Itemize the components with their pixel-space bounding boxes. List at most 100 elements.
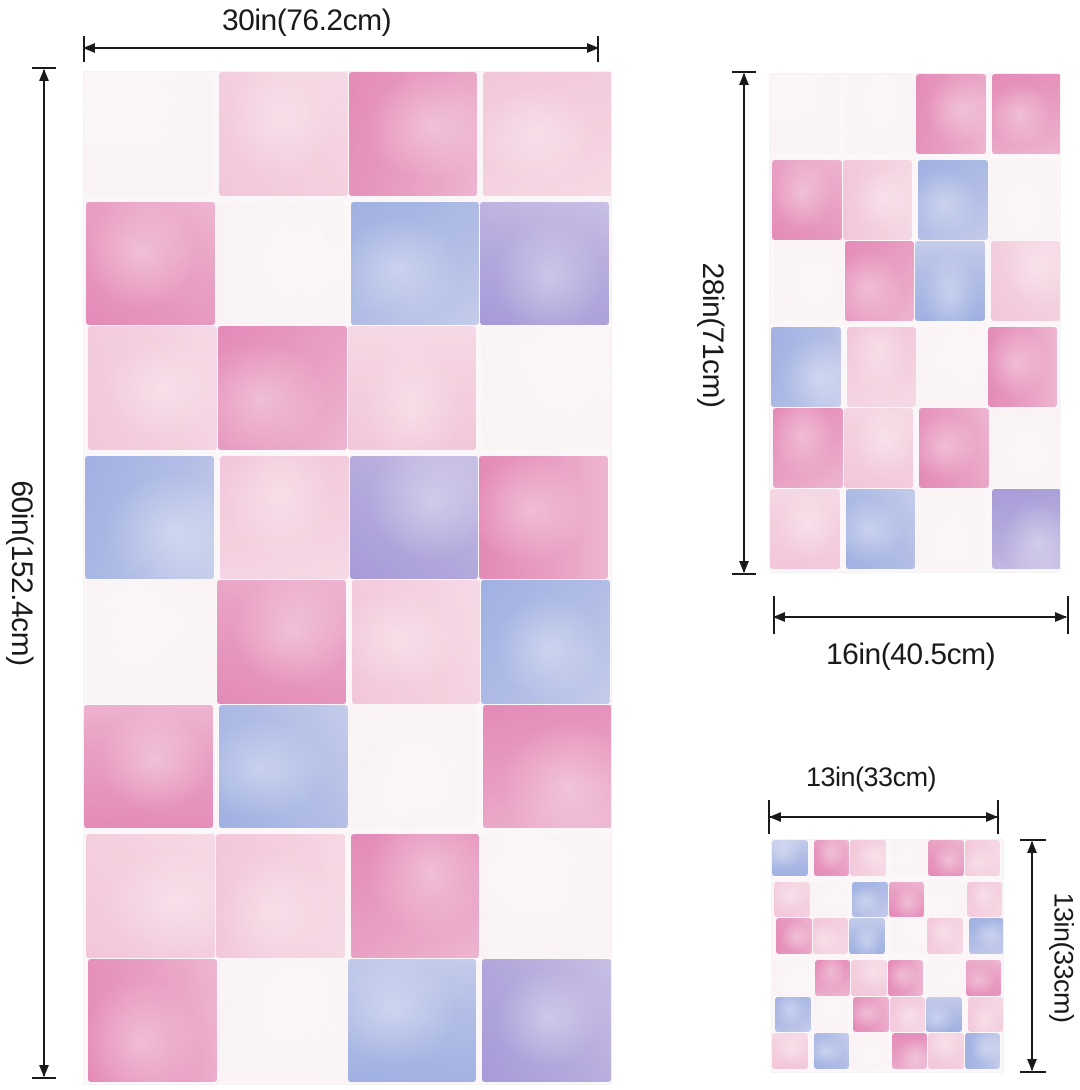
- pattern-tile: [844, 241, 914, 321]
- pattern-tile: [845, 489, 915, 569]
- pattern-tile: [988, 160, 1058, 240]
- pattern-tile: [774, 881, 810, 918]
- pattern-tile: [84, 704, 213, 828]
- hand-height-label: 28in(71cm): [696, 262, 729, 408]
- pattern-tile: [87, 580, 216, 704]
- pattern-tile: [812, 918, 848, 954]
- pattern-tile: [773, 408, 843, 488]
- pattern-tile: [889, 996, 925, 1033]
- pattern-tile: [966, 881, 1002, 918]
- pattern-tile: [813, 1033, 849, 1069]
- pattern-tile: [965, 960, 1001, 996]
- pattern-tile: [887, 960, 923, 996]
- pattern-tile: [347, 958, 477, 1082]
- pattern-tile: [930, 881, 966, 918]
- pattern-tile: [350, 834, 480, 958]
- pattern-tile: [928, 1033, 964, 1069]
- pattern-tile: [772, 160, 842, 240]
- pattern-tile: [772, 1033, 808, 1069]
- pattern-tile: [928, 840, 964, 876]
- pattern-tile: [776, 918, 812, 954]
- pattern-tile: [843, 408, 913, 488]
- bath-height-label: 60in(152.4cm): [5, 480, 38, 666]
- hand-towel: [770, 74, 1060, 572]
- pattern-tile: [215, 834, 345, 958]
- wash-width-label: 13in(33cm): [806, 762, 937, 792]
- pattern-tile: [775, 996, 811, 1033]
- pattern-tile: [218, 72, 348, 196]
- pattern-tile: [929, 960, 965, 996]
- pattern-tile: [915, 241, 985, 321]
- pattern-tile: [85, 455, 214, 579]
- pattern-tile: [891, 1033, 927, 1069]
- pattern-tile: [773, 960, 809, 996]
- pattern-tile: [770, 74, 840, 154]
- pattern-tile: [918, 160, 988, 240]
- pattern-tile: [891, 840, 927, 876]
- pattern-tile: [987, 327, 1057, 407]
- pattern-tile: [926, 996, 962, 1033]
- pattern-tile: [219, 455, 349, 579]
- pattern-tile: [810, 881, 846, 918]
- pattern-tile: [84, 72, 213, 196]
- pattern-tile: [964, 1033, 1000, 1069]
- pattern-tile: [967, 996, 1003, 1033]
- pattern-tile: [88, 326, 217, 450]
- pattern-tile: [217, 958, 347, 1082]
- pattern-tile: [218, 704, 348, 828]
- pattern-tile: [350, 201, 480, 325]
- pattern-tile: [851, 960, 887, 996]
- pattern-tile: [842, 160, 912, 240]
- pattern-tile: [351, 580, 481, 704]
- pattern-tile: [927, 918, 963, 954]
- pattern-tile: [86, 201, 215, 325]
- pattern-tile: [917, 327, 987, 407]
- washcloth: [772, 840, 1003, 1072]
- pattern-tile: [771, 327, 841, 407]
- pattern-tile: [964, 840, 1000, 876]
- pattern-tile: [347, 326, 477, 450]
- pattern-tile: [916, 489, 986, 569]
- pattern-tile: [850, 1033, 886, 1069]
- pattern-tile: [849, 918, 885, 954]
- pattern-tile: [846, 327, 916, 407]
- pattern-tile: [217, 326, 347, 450]
- pattern-tile: [88, 958, 217, 1082]
- pattern-tile: [916, 74, 986, 154]
- pattern-tile: [991, 74, 1060, 154]
- pattern-tile: [989, 408, 1059, 488]
- pattern-tile: [770, 489, 840, 569]
- pattern-tile: [814, 960, 850, 996]
- pattern-tile: [348, 704, 478, 828]
- wash-height-label: 13in(33cm): [1048, 892, 1079, 1023]
- pattern-tile: [215, 201, 345, 325]
- pattern-tile: [86, 834, 215, 958]
- pattern-tile: [481, 580, 610, 704]
- bath-towel: [84, 72, 611, 1084]
- pattern-tile: [852, 881, 888, 918]
- pattern-tile: [480, 201, 609, 325]
- hand-width-label: 16in(40.5cm): [826, 638, 996, 671]
- bath-width-label: 30in(76.2cm): [222, 4, 392, 37]
- pattern-tile: [216, 580, 346, 704]
- pattern-tile: [482, 958, 611, 1082]
- pattern-tile: [479, 455, 608, 579]
- pattern-tile: [483, 704, 611, 828]
- pattern-tile: [968, 918, 1003, 954]
- pattern-tile: [774, 241, 844, 321]
- pattern-tile: [853, 996, 889, 1033]
- pattern-tile: [890, 918, 926, 954]
- pattern-tile: [991, 489, 1060, 569]
- pattern-tile: [850, 840, 886, 876]
- pattern-tile: [349, 455, 479, 579]
- pattern-tile: [483, 72, 611, 196]
- pattern-tile: [845, 74, 915, 154]
- pattern-tile: [813, 840, 849, 876]
- pattern-tile: [990, 241, 1060, 321]
- pattern-tile: [348, 72, 478, 196]
- pattern-tile: [772, 840, 808, 876]
- pattern-tile: [888, 881, 924, 918]
- pattern-tile: [811, 996, 847, 1033]
